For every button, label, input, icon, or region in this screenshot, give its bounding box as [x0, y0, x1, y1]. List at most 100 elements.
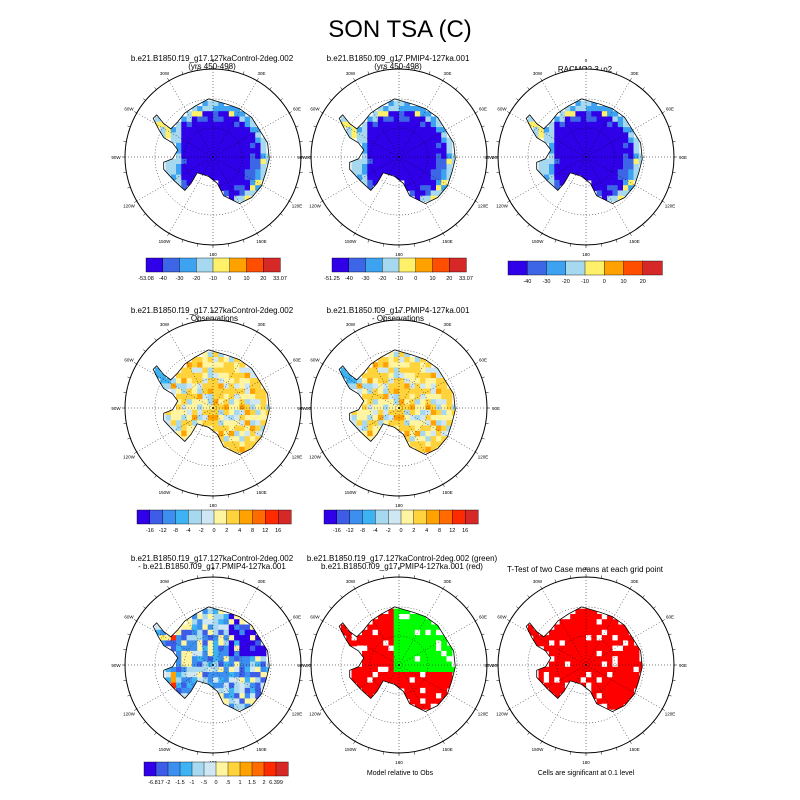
colorbar-label: -40	[159, 276, 167, 282]
colorbar-label: 1.5	[248, 780, 256, 786]
lon-label: 30E	[257, 322, 265, 327]
lon-label: 90W	[111, 155, 121, 160]
lon-label: 30E	[257, 579, 265, 584]
lon-label: 0	[212, 58, 215, 63]
panel4-title: b.e21.B1850.f19_g17.127kaControl-2deg.00…	[130, 306, 294, 323]
colorbar-swatch	[400, 509, 415, 525]
lon-label: 60W	[124, 358, 134, 363]
lon-label: 90W	[484, 663, 494, 668]
lon-label: 150E	[629, 239, 640, 244]
colorbar-swatch	[348, 257, 367, 273]
colorbar-2: -51.25 -40 -30 -20 -10 0 10 20 33.07	[324, 257, 473, 282]
colorbar-swatch	[263, 257, 281, 273]
lon-label: 180	[395, 252, 403, 257]
colorbar-label: 16	[462, 528, 468, 534]
lon-label: 30W	[346, 322, 356, 327]
colorbar-swatch	[251, 761, 265, 777]
colorbar-1: -53.08 -40 -30 -20 -10 0 10 20 33.07	[138, 257, 287, 282]
colorbar-label: 2	[262, 780, 265, 786]
lon-label: 120E	[478, 455, 489, 460]
colorbar-label: -20	[378, 276, 386, 282]
colorbar-label: 12	[449, 528, 455, 534]
colorbar-label: 16	[275, 528, 281, 534]
colorbar-swatch	[565, 260, 586, 276]
colorbar-swatch	[167, 761, 181, 777]
lon-label: 60W	[497, 107, 507, 112]
colorbar-label: 0	[399, 528, 402, 534]
lon-label: 120W	[496, 204, 509, 209]
colorbar-swatch	[426, 509, 441, 525]
map-panel-5: 0 30E 60E 90E 120E 150E 180 150W 120W 90W 60W 30W	[297, 309, 500, 508]
map-field-5	[340, 351, 456, 453]
colorbar-swatch	[227, 761, 241, 777]
lon-label: 60E	[293, 358, 301, 363]
map-panel-1: 0 30E 60E 90E 120E 150E 180 150W 120W 90W 60W 30W	[111, 58, 314, 257]
colorbar-swatch	[278, 509, 292, 525]
colorbar-swatch	[275, 761, 289, 777]
lon-label: 60W	[310, 358, 320, 363]
colorbar-label: -.5	[201, 780, 207, 786]
lon-label: 150W	[345, 239, 358, 244]
map-panel-2: 0 30E 60E 90E 120E 150E 180 150W 120W 90W 60W 30W	[297, 58, 500, 257]
colorbar-swatch	[623, 260, 644, 276]
colorbar-swatch	[263, 761, 277, 777]
lon-label: 90E	[679, 663, 687, 668]
map-panel-3: 0 30E 60E 90E 120E 150E 180 150W 120W 90W 60W 30W	[484, 58, 687, 257]
colorbar-label: 4	[425, 528, 428, 534]
colorbar-label: -30	[362, 276, 370, 282]
lon-label: 60W	[124, 615, 134, 620]
colorbar-label: 6.399	[269, 780, 283, 786]
colorbar-label: 33.07	[273, 276, 287, 282]
lon-label: 150W	[159, 747, 172, 752]
colorbar-swatch	[452, 509, 466, 525]
lon-label: 90E	[679, 155, 687, 160]
lon-label: 120E	[292, 712, 303, 717]
lon-label: 30W	[160, 579, 170, 584]
lon-label: 60W	[497, 615, 507, 620]
lon-label: 180	[582, 252, 590, 257]
colorbar-label: -6.817	[148, 780, 164, 786]
colorbar-label: 2	[412, 528, 415, 534]
map-field-4	[154, 351, 270, 453]
colorbar-swatch	[188, 509, 202, 525]
lon-label: 30E	[630, 71, 638, 76]
colorbar-label: -10	[581, 279, 589, 285]
colorbar-label: -2	[199, 528, 204, 534]
colorbar-swatch	[465, 509, 479, 525]
map-panel-4: 0 30E 60E 90E 120E 150E 180 150W 120W 90W 60W 30W	[111, 309, 314, 508]
lon-label: 180	[209, 503, 217, 508]
colorbar-label: -1	[190, 780, 195, 786]
lon-label: 90W	[111, 406, 121, 411]
colorbar-swatch	[162, 509, 176, 525]
colorbar-label: 0	[212, 528, 215, 534]
colorbar-swatch	[226, 509, 241, 525]
lon-label: 30E	[443, 71, 451, 76]
colorbar-swatch	[162, 257, 181, 273]
lon-label: 90E	[492, 663, 500, 668]
lon-label: 90W	[297, 155, 307, 160]
panel8-title: T-Test of two Case means at each grid po…	[506, 565, 664, 574]
colorbar-label: -12	[159, 528, 167, 534]
colorbar-label: -4	[186, 528, 191, 534]
colorbar-swatch	[265, 509, 279, 525]
lon-label: 150W	[532, 239, 545, 244]
colorbar-label: -30	[176, 276, 184, 282]
colorbar-swatch	[415, 257, 434, 273]
lon-label: 120E	[665, 712, 676, 717]
lon-label: 30W	[346, 71, 356, 76]
colorbar-swatch	[196, 257, 214, 273]
lon-label: 150W	[345, 747, 358, 752]
colorbar-5: -16 -12 -8 -4 -2 0 2 4 8 12 16	[323, 509, 479, 534]
colorbar-label: 2	[225, 528, 228, 534]
page-title: SON TSA (C)	[328, 16, 472, 43]
lon-label: 90E	[492, 406, 500, 411]
colorbar-swatch	[143, 761, 157, 777]
lon-label: 60E	[666, 107, 674, 112]
colorbar-label: 20	[446, 276, 452, 282]
colorbar-swatch	[349, 509, 364, 525]
lon-label: 0	[585, 58, 588, 63]
colorbar-label: -10	[209, 276, 217, 282]
lon-label: 90W	[297, 663, 307, 668]
lon-label: 150E	[442, 747, 453, 752]
